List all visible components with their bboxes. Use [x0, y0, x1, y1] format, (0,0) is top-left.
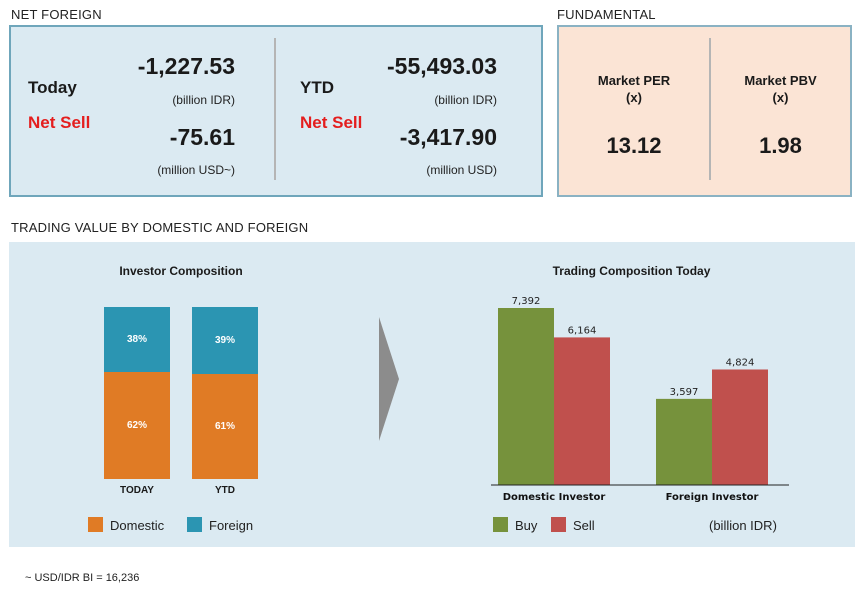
chevron-right-icon — [379, 317, 399, 441]
bar-data-label: 6,164 — [568, 325, 597, 336]
trading-composition-chart: 7,392 6,164 Domestic Investor 3,597 4,824 For… — [491, 296, 789, 503]
trading-panel: Investor Composition 62% 38% TODAY 61% 39% YT… — [9, 242, 855, 547]
legend-domestic-swatch — [88, 517, 103, 532]
market-pbv-value: 1.98 — [759, 133, 802, 158]
x-tick-label: TODAY — [120, 485, 154, 496]
stack-segment-foreign-ytd: 39% — [192, 307, 258, 375]
today-unit-usd: (million USD~) — [157, 163, 235, 177]
legend-foreign-label: Foreign — [209, 518, 254, 533]
stack-data-label: 39% — [214, 335, 235, 347]
legend-sell-label: Sell — [573, 518, 595, 533]
today-net-sell: Net Sell — [28, 113, 91, 132]
x-tick-label: YTD — [215, 485, 235, 496]
legend-foreign-swatch — [187, 517, 202, 532]
bar-buy-0 — [498, 308, 554, 485]
stack-data-label: 61% — [214, 421, 235, 433]
bar-data-label: 4,824 — [726, 357, 755, 368]
ytd-net-sell: Net Sell — [300, 113, 363, 132]
x-tick-label: Domestic Investor — [503, 492, 606, 503]
exchange-rate-footnote: ~ USD/IDR BI = 16,236 — [25, 572, 140, 584]
legend-buy-label: Buy — [515, 518, 538, 533]
x-tick-label: Foreign Investor — [666, 492, 759, 503]
bar-buy-1 — [656, 398, 712, 485]
net-foreign-divider — [274, 38, 276, 180]
stack-segment-foreign-today: 38% — [104, 307, 170, 373]
bar-sell-0 — [554, 337, 610, 485]
market-per-unit: (x) — [626, 90, 642, 105]
legend-buy-swatch — [493, 517, 508, 532]
trading-section-title: TRADING VALUE BY DOMESTIC AND FOREIGN — [11, 220, 309, 235]
market-per-label: Market PER — [597, 73, 671, 88]
today-label: Today — [28, 78, 77, 97]
bar-data-label: 7,392 — [512, 296, 541, 307]
bar-data-label: 3,597 — [670, 387, 699, 398]
investor-composition-title: Investor Composition — [119, 264, 243, 278]
today-value-usd: -75.61 — [169, 124, 235, 150]
chart-unit-note: (billion IDR) — [709, 518, 777, 533]
today-value-idr: -1,227.53 — [137, 53, 235, 79]
fundamental-panel: Market PER (x) 13.12 Market PBV (x) 1.98 — [557, 25, 852, 197]
ytd-unit-idr: (billion IDR) — [434, 93, 497, 107]
stack-segment-domestic-today: 62% — [104, 372, 170, 479]
stack-data-label: 38% — [126, 334, 147, 346]
market-pbv-label: Market PBV — [744, 73, 817, 88]
legend-domestic-label: Domestic — [110, 518, 165, 533]
investor-composition-chart: 62% 38% TODAY 61% 39% YTD — [9, 242, 349, 547]
fundamental-title: FUNDAMENTAL — [557, 7, 656, 22]
fundamental-divider — [709, 38, 711, 180]
ytd-value-idr: -55,493.03 — [387, 53, 497, 79]
market-pbv-unit: (x) — [772, 90, 789, 105]
ytd-value-usd: -3,417.90 — [399, 124, 497, 150]
bar-sell-1 — [712, 369, 768, 485]
today-unit-idr: (billion IDR) — [172, 93, 235, 107]
net-foreign-panel: Today Net Sell -1,227.53 (billion IDR) -… — [9, 25, 543, 197]
ytd-label: YTD — [300, 78, 334, 97]
stack-data-label: 62% — [126, 420, 147, 432]
ytd-unit-usd: (million USD) — [426, 163, 497, 177]
legend-sell-swatch — [551, 517, 566, 532]
stack-segment-domestic-ytd: 61% — [192, 374, 258, 479]
trading-composition-title: Trading Composition Today — [552, 264, 711, 278]
market-per-value: 13.12 — [606, 133, 662, 158]
net-foreign-title: NET FOREIGN — [11, 7, 102, 22]
